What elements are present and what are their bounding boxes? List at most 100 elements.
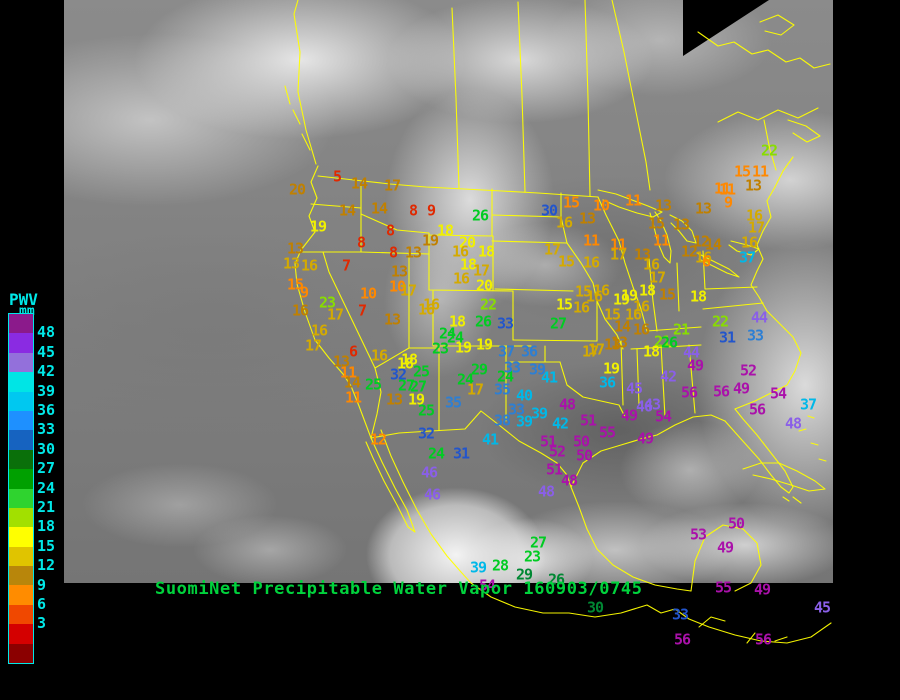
- station-value: 25: [417, 401, 435, 420]
- legend-swatch: [9, 624, 33, 644]
- station-value: 17: [587, 340, 605, 359]
- station-value: 17: [304, 336, 322, 355]
- station-value: 9: [299, 283, 309, 302]
- station-value: 17: [648, 268, 666, 287]
- station-value: 36: [520, 342, 538, 361]
- station-value: 24: [496, 367, 514, 386]
- station-value: 14: [343, 373, 361, 392]
- station-value: 56: [673, 630, 691, 649]
- station-value: 32: [417, 424, 435, 443]
- station-value: 25: [412, 362, 430, 381]
- station-value: 8: [356, 233, 366, 252]
- state-border-lines: [296, 0, 764, 488]
- station-value: 13: [286, 239, 304, 258]
- station-value: 51: [579, 411, 597, 430]
- station-value: 9: [426, 201, 436, 220]
- station-value: 56: [712, 382, 730, 401]
- station-value: 27: [409, 377, 427, 396]
- station-value: 18: [477, 242, 495, 261]
- station-value: 42: [659, 367, 677, 386]
- legend-label: 12: [37, 556, 56, 575]
- station-value: 44: [750, 308, 768, 327]
- station-value: 17: [747, 218, 765, 237]
- legend-swatch: [9, 314, 33, 334]
- station-value: 16: [370, 346, 388, 365]
- station-value: 56: [680, 383, 698, 402]
- station-value: 17: [543, 240, 561, 259]
- station-value: 19: [602, 359, 620, 378]
- station-value: 10: [592, 196, 610, 215]
- station-value: 22: [479, 295, 497, 314]
- station-value: 19: [454, 338, 472, 357]
- station-value: 48: [784, 414, 802, 433]
- legend-label: 36: [37, 401, 56, 419]
- station-value: 30: [586, 598, 604, 617]
- station-value: 16: [745, 206, 763, 225]
- station-value: 16: [572, 298, 590, 317]
- legend-label: 21: [37, 498, 56, 516]
- station-value: 40: [515, 386, 533, 405]
- station-value: 27: [397, 376, 415, 395]
- station-value: 14: [704, 235, 722, 254]
- station-value: 46: [635, 397, 653, 416]
- station-value: 33: [507, 400, 525, 419]
- station-value: 22: [711, 312, 729, 331]
- station-value: 52: [739, 361, 757, 380]
- station-value: 23: [523, 547, 541, 566]
- station-value: 56: [748, 400, 766, 419]
- station-value: 48: [537, 482, 555, 501]
- satellite-image: [64, 0, 833, 583]
- station-value: 54: [769, 384, 787, 403]
- station-value: 18: [400, 350, 418, 369]
- station-value: 15: [603, 305, 621, 324]
- station-value: 8: [388, 243, 398, 262]
- legend-label: 33: [37, 420, 56, 439]
- station-value: 13: [694, 199, 712, 218]
- legend-swatch: [9, 352, 33, 373]
- station-value: 32: [389, 365, 407, 384]
- station-value: 16: [582, 253, 600, 272]
- station-value: 17: [383, 176, 401, 195]
- station-value: 48: [560, 471, 578, 490]
- station-value: 19: [620, 286, 638, 305]
- station-value: 54: [654, 407, 672, 426]
- station-value: 5: [332, 167, 342, 186]
- station-value: 33: [503, 358, 521, 377]
- station-value: 39: [530, 404, 548, 423]
- station-value: 20: [458, 233, 476, 252]
- station-value: 11: [339, 363, 357, 382]
- station-value: 13: [578, 209, 596, 228]
- station-value: 26: [660, 333, 678, 352]
- station-value: 29: [470, 360, 488, 379]
- image-title: SuomiNet Precipitable Water Vapor 160903…: [155, 579, 643, 599]
- station-value: 13: [282, 254, 300, 273]
- legend-swatch: [9, 391, 33, 411]
- legend-label: 48: [37, 323, 56, 342]
- station-value: 16: [310, 321, 328, 340]
- station-value: 18: [459, 255, 477, 274]
- station-value: 13: [654, 196, 672, 215]
- station-value: 17: [472, 261, 490, 280]
- station-value: 20: [475, 276, 493, 295]
- station-value: 18: [642, 342, 660, 361]
- station-value: 18: [396, 354, 414, 373]
- legend-label: 42: [37, 362, 56, 381]
- legend-label: 39: [37, 381, 56, 400]
- legend-label: 24: [37, 478, 56, 497]
- station-value: 49: [636, 429, 654, 448]
- station-value: 9: [723, 193, 733, 212]
- legend-label: 15: [37, 536, 56, 555]
- station-value: 12: [680, 242, 698, 261]
- station-value: 45: [813, 598, 831, 617]
- legend-label: 30: [37, 439, 56, 458]
- legend-swatch: [9, 585, 33, 605]
- legend-swatch: [9, 527, 33, 547]
- legend-swatch: [9, 430, 33, 450]
- station-value: 7: [341, 256, 351, 275]
- legend-swatch: [9, 546, 33, 567]
- legend-label: 27: [37, 459, 56, 478]
- station-value: 21: [672, 320, 690, 339]
